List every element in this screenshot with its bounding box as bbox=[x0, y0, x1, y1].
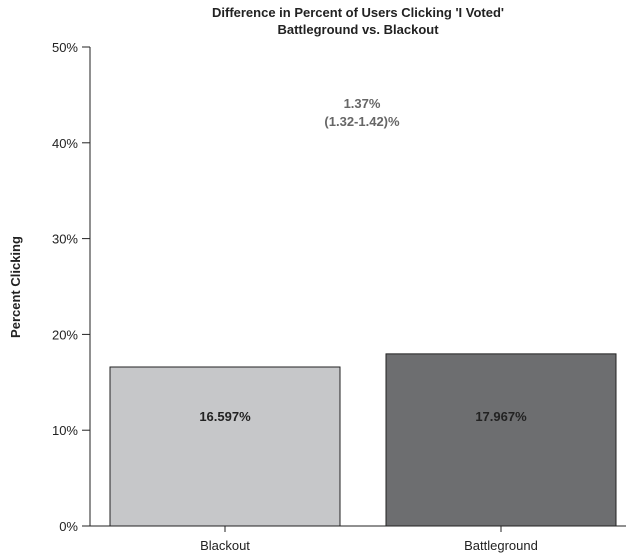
y-tick-label: 50% bbox=[52, 40, 78, 55]
bar-value-label: 16.597% bbox=[199, 409, 251, 424]
y-tick-label: 20% bbox=[52, 327, 78, 342]
chart-title-line-1: Difference in Percent of Users Clicking … bbox=[212, 5, 504, 20]
bar bbox=[385, 353, 617, 527]
x-tick-label: Blackout bbox=[200, 538, 250, 553]
bar-value-label: 17.967% bbox=[475, 409, 527, 424]
y-tick-label: 30% bbox=[52, 232, 78, 247]
y-tick-label: 0% bbox=[59, 519, 78, 534]
y-tick-label: 40% bbox=[52, 136, 78, 151]
bar bbox=[109, 366, 341, 527]
plot-area: 0% 10% 20% 30% 40% 50% 16.597% Blackout 17.967% B… bbox=[52, 40, 626, 553]
chart-title-line-2: Battleground vs. Blackout bbox=[277, 22, 439, 37]
difference-annotation-ci: (1.32-1.42)% bbox=[324, 114, 400, 129]
y-tick-label: 10% bbox=[52, 423, 78, 438]
difference-annotation-value: 1.37% bbox=[344, 96, 381, 111]
x-tick-label: Battleground bbox=[464, 538, 538, 553]
y-axis-title: Percent Clicking bbox=[8, 236, 23, 338]
